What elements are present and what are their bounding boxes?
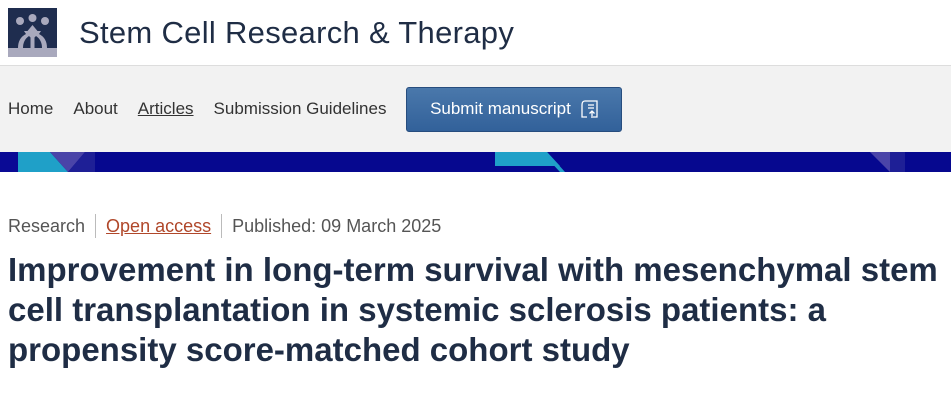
journal-logo-icon[interactable] [8,8,57,57]
site-header: Stem Cell Research & Therapy [0,0,951,66]
submit-manuscript-button[interactable]: Submit manuscript [406,86,623,132]
decorative-banner [0,152,951,172]
divider [95,214,97,238]
divider [221,214,223,238]
nav-home[interactable]: Home [8,99,54,118]
nav-about[interactable]: About [73,99,118,118]
published-date: Published: 09 March 2025 [232,215,442,236]
main-nav: Home About Articles Submission Guideline… [0,66,951,152]
article-meta: Research Open access Published: 09 March… [8,214,951,238]
upload-document-icon [581,100,598,118]
submit-label: Submit manuscript [430,99,571,118]
open-access-link[interactable]: Open access [106,215,212,236]
journal-title[interactable]: Stem Cell Research & Therapy [79,14,515,50]
article-title: Improvement in long-term survival with m… [8,251,938,368]
nav-submission-guidelines[interactable]: Submission Guidelines [213,99,387,118]
nav-articles[interactable]: Articles [137,99,194,118]
article-type: Research [8,215,86,236]
